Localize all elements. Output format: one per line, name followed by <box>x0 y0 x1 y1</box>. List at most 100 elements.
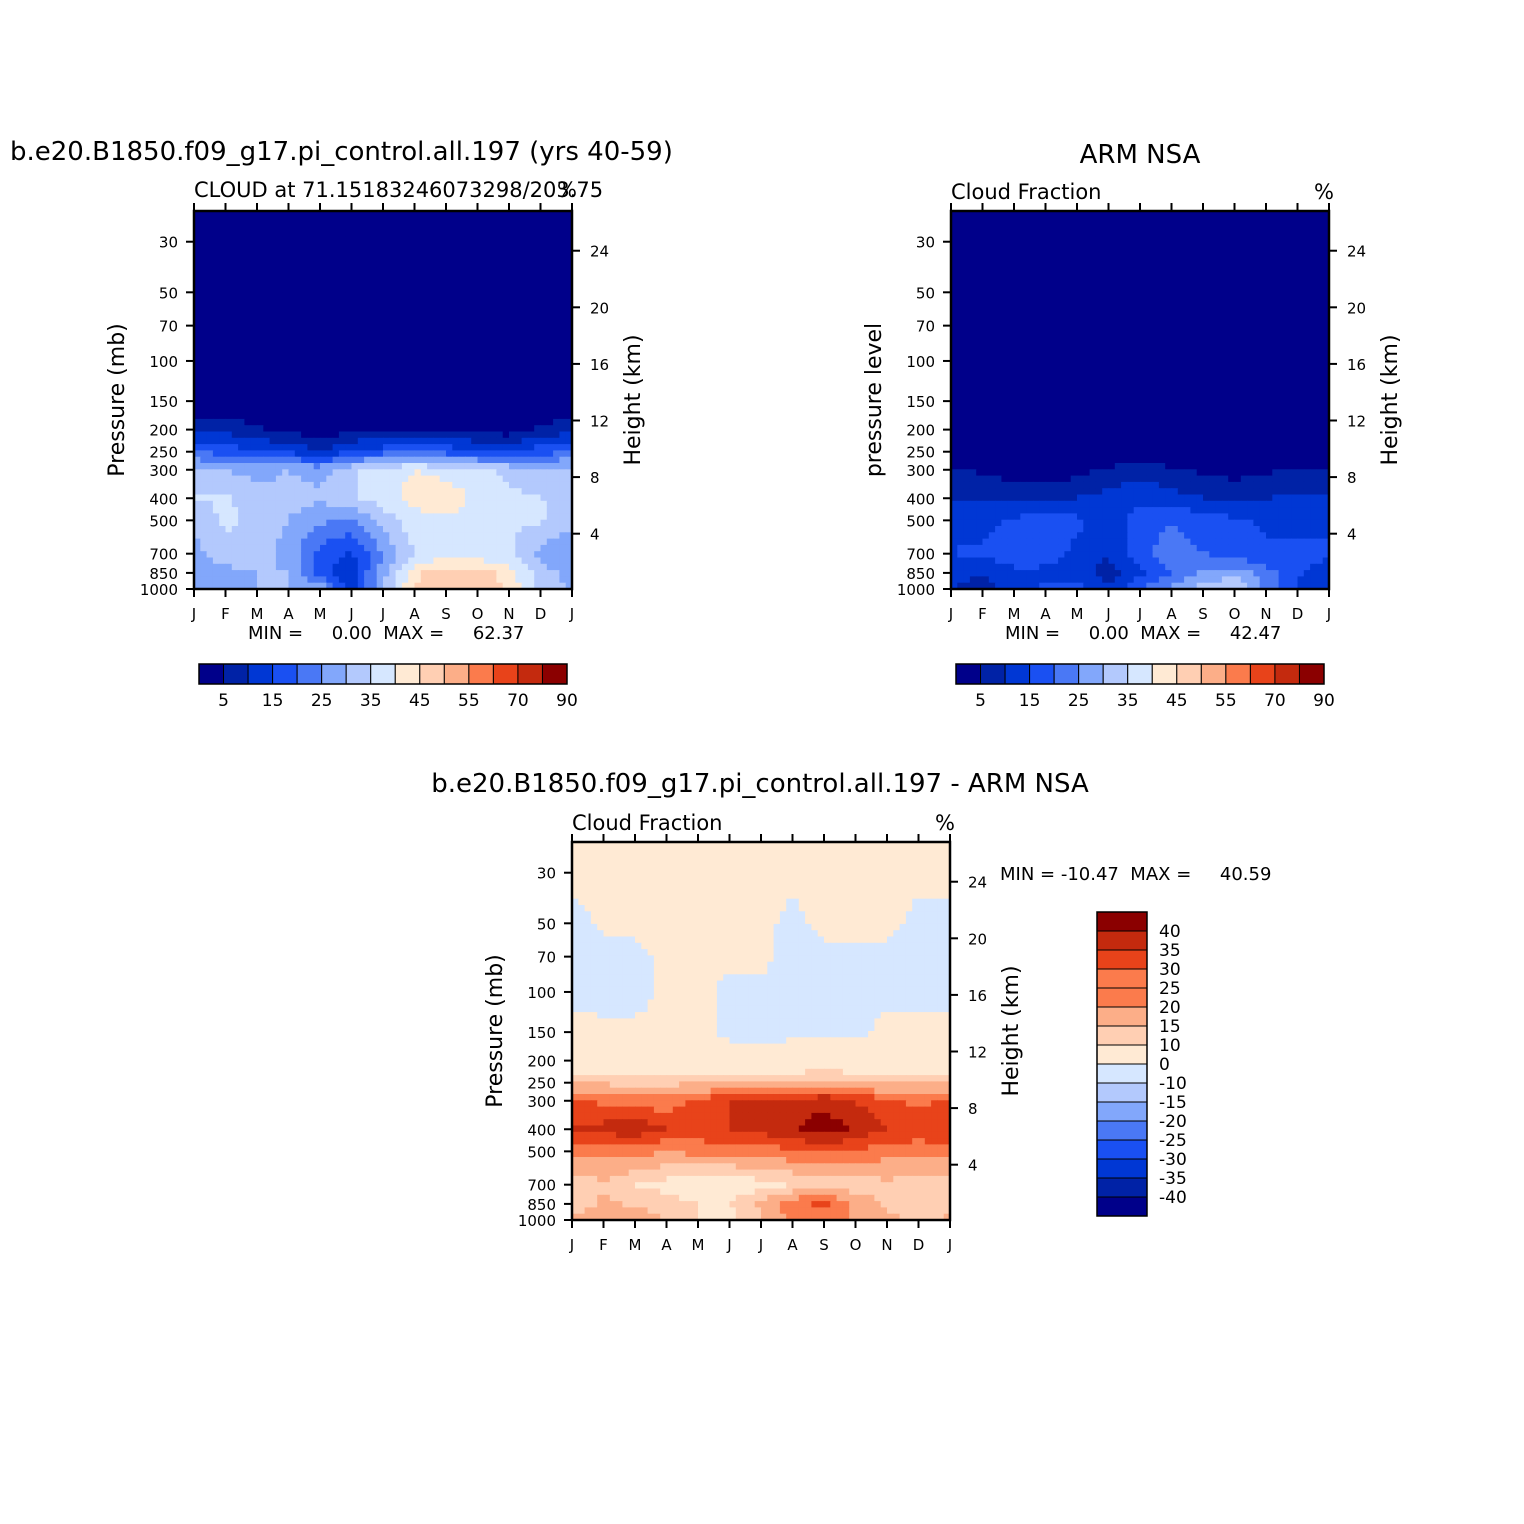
contour-cell <box>546 261 554 269</box>
contour-cell <box>1196 305 1204 313</box>
contour-cell <box>433 248 441 256</box>
contour-cell <box>477 292 485 300</box>
contour-cell <box>364 425 371 433</box>
contour-cell <box>464 481 472 489</box>
contour-cell <box>383 469 390 477</box>
contour-cell <box>326 229 334 237</box>
contour-cell <box>206 557 214 565</box>
contour-cell <box>446 418 453 426</box>
contour-cell <box>1215 248 1223 256</box>
contour-cell <box>1291 217 1299 225</box>
contour-cell <box>257 500 264 508</box>
contour-cell <box>553 576 560 584</box>
contour-cell <box>951 318 958 325</box>
contour-cell <box>376 261 384 269</box>
contour-cell <box>427 519 434 527</box>
contour-cell <box>1064 248 1072 256</box>
contour-cell <box>540 576 548 584</box>
contour-cell <box>553 236 560 244</box>
contour-cell <box>951 337 958 344</box>
contour-cell <box>509 217 516 225</box>
contour-cell <box>269 437 277 445</box>
contour-cell <box>364 507 371 514</box>
contour-cell <box>1001 261 1009 269</box>
x-tick-label: J <box>569 605 574 623</box>
contour-cell <box>269 236 277 244</box>
contour-cell <box>376 513 384 521</box>
contour-cell <box>326 557 334 565</box>
contour-cell <box>490 242 497 250</box>
contour-cell <box>982 311 990 319</box>
contour-cell <box>559 418 567 426</box>
contour-cell <box>364 570 371 577</box>
contour-cell <box>1215 223 1223 231</box>
contour-cell <box>370 481 378 489</box>
contour-cell <box>257 570 264 577</box>
contour-cell <box>288 242 296 250</box>
contour-cell <box>496 500 504 508</box>
contour-cell <box>345 488 353 496</box>
contour-cell <box>332 211 340 218</box>
contour-cell <box>1032 255 1040 262</box>
contour-cell <box>471 544 479 552</box>
contour-cell <box>376 437 384 445</box>
contour-cell <box>313 267 321 275</box>
contour-cell <box>1045 280 1053 288</box>
contour-cell <box>338 292 346 300</box>
panel-model: b.e20.B1850.f09_g17.pi_control.all.197 (… <box>10 137 673 711</box>
contour-cell <box>420 242 428 250</box>
contour-cell <box>338 418 346 426</box>
contour-cell <box>1014 343 1021 351</box>
contour-cell <box>433 280 441 288</box>
contour-cell <box>1291 330 1299 338</box>
contour-cell <box>515 261 523 269</box>
contour-cell <box>1083 223 1091 231</box>
contour-cell <box>275 475 283 483</box>
contour-cell <box>534 387 542 395</box>
contour-cell <box>244 469 252 477</box>
contour-cell <box>408 318 416 325</box>
contour-cell <box>383 299 390 307</box>
contour-cell <box>1014 286 1021 294</box>
contour-cell <box>427 570 434 577</box>
contour-cell <box>477 400 485 407</box>
contour-cell <box>219 355 227 363</box>
contour-cell <box>527 355 535 363</box>
contour-cell <box>408 248 416 256</box>
contour-cell <box>338 374 346 382</box>
contour-cell <box>464 387 472 395</box>
contour-cell <box>212 557 220 565</box>
contour-cell <box>957 299 965 307</box>
contour-cell <box>370 425 378 433</box>
contour-cell <box>1165 274 1173 281</box>
contour-cell <box>263 280 271 288</box>
contour-cell <box>1253 305 1261 313</box>
contour-cell <box>401 381 409 388</box>
contour-cell <box>401 267 409 275</box>
contour-cell <box>401 330 409 338</box>
contour-cell <box>225 544 233 552</box>
contour-cell <box>1272 217 1280 225</box>
contour-cell <box>194 330 201 338</box>
contour-cell <box>483 500 491 508</box>
contour-cell <box>1221 305 1229 313</box>
contour-cell <box>534 513 542 521</box>
contour-cell <box>1114 236 1122 244</box>
contour-cell <box>565 444 573 451</box>
contour-cell <box>376 236 384 244</box>
contour-cell <box>439 393 447 401</box>
contour-cell <box>257 481 264 489</box>
contour-cell <box>326 349 334 357</box>
contour-cell <box>338 551 346 559</box>
contour-cell <box>301 469 308 477</box>
contour-cell <box>294 223 302 231</box>
x-tick-label: O <box>472 605 484 623</box>
contour-cell <box>194 267 201 275</box>
contour-cell <box>483 418 491 426</box>
contour-cell <box>301 236 308 244</box>
contour-cell <box>320 469 327 477</box>
colorbar-swatch <box>247 663 274 685</box>
contour-cell <box>364 437 371 445</box>
contour-cell <box>383 274 390 281</box>
contour-cell <box>496 343 504 351</box>
